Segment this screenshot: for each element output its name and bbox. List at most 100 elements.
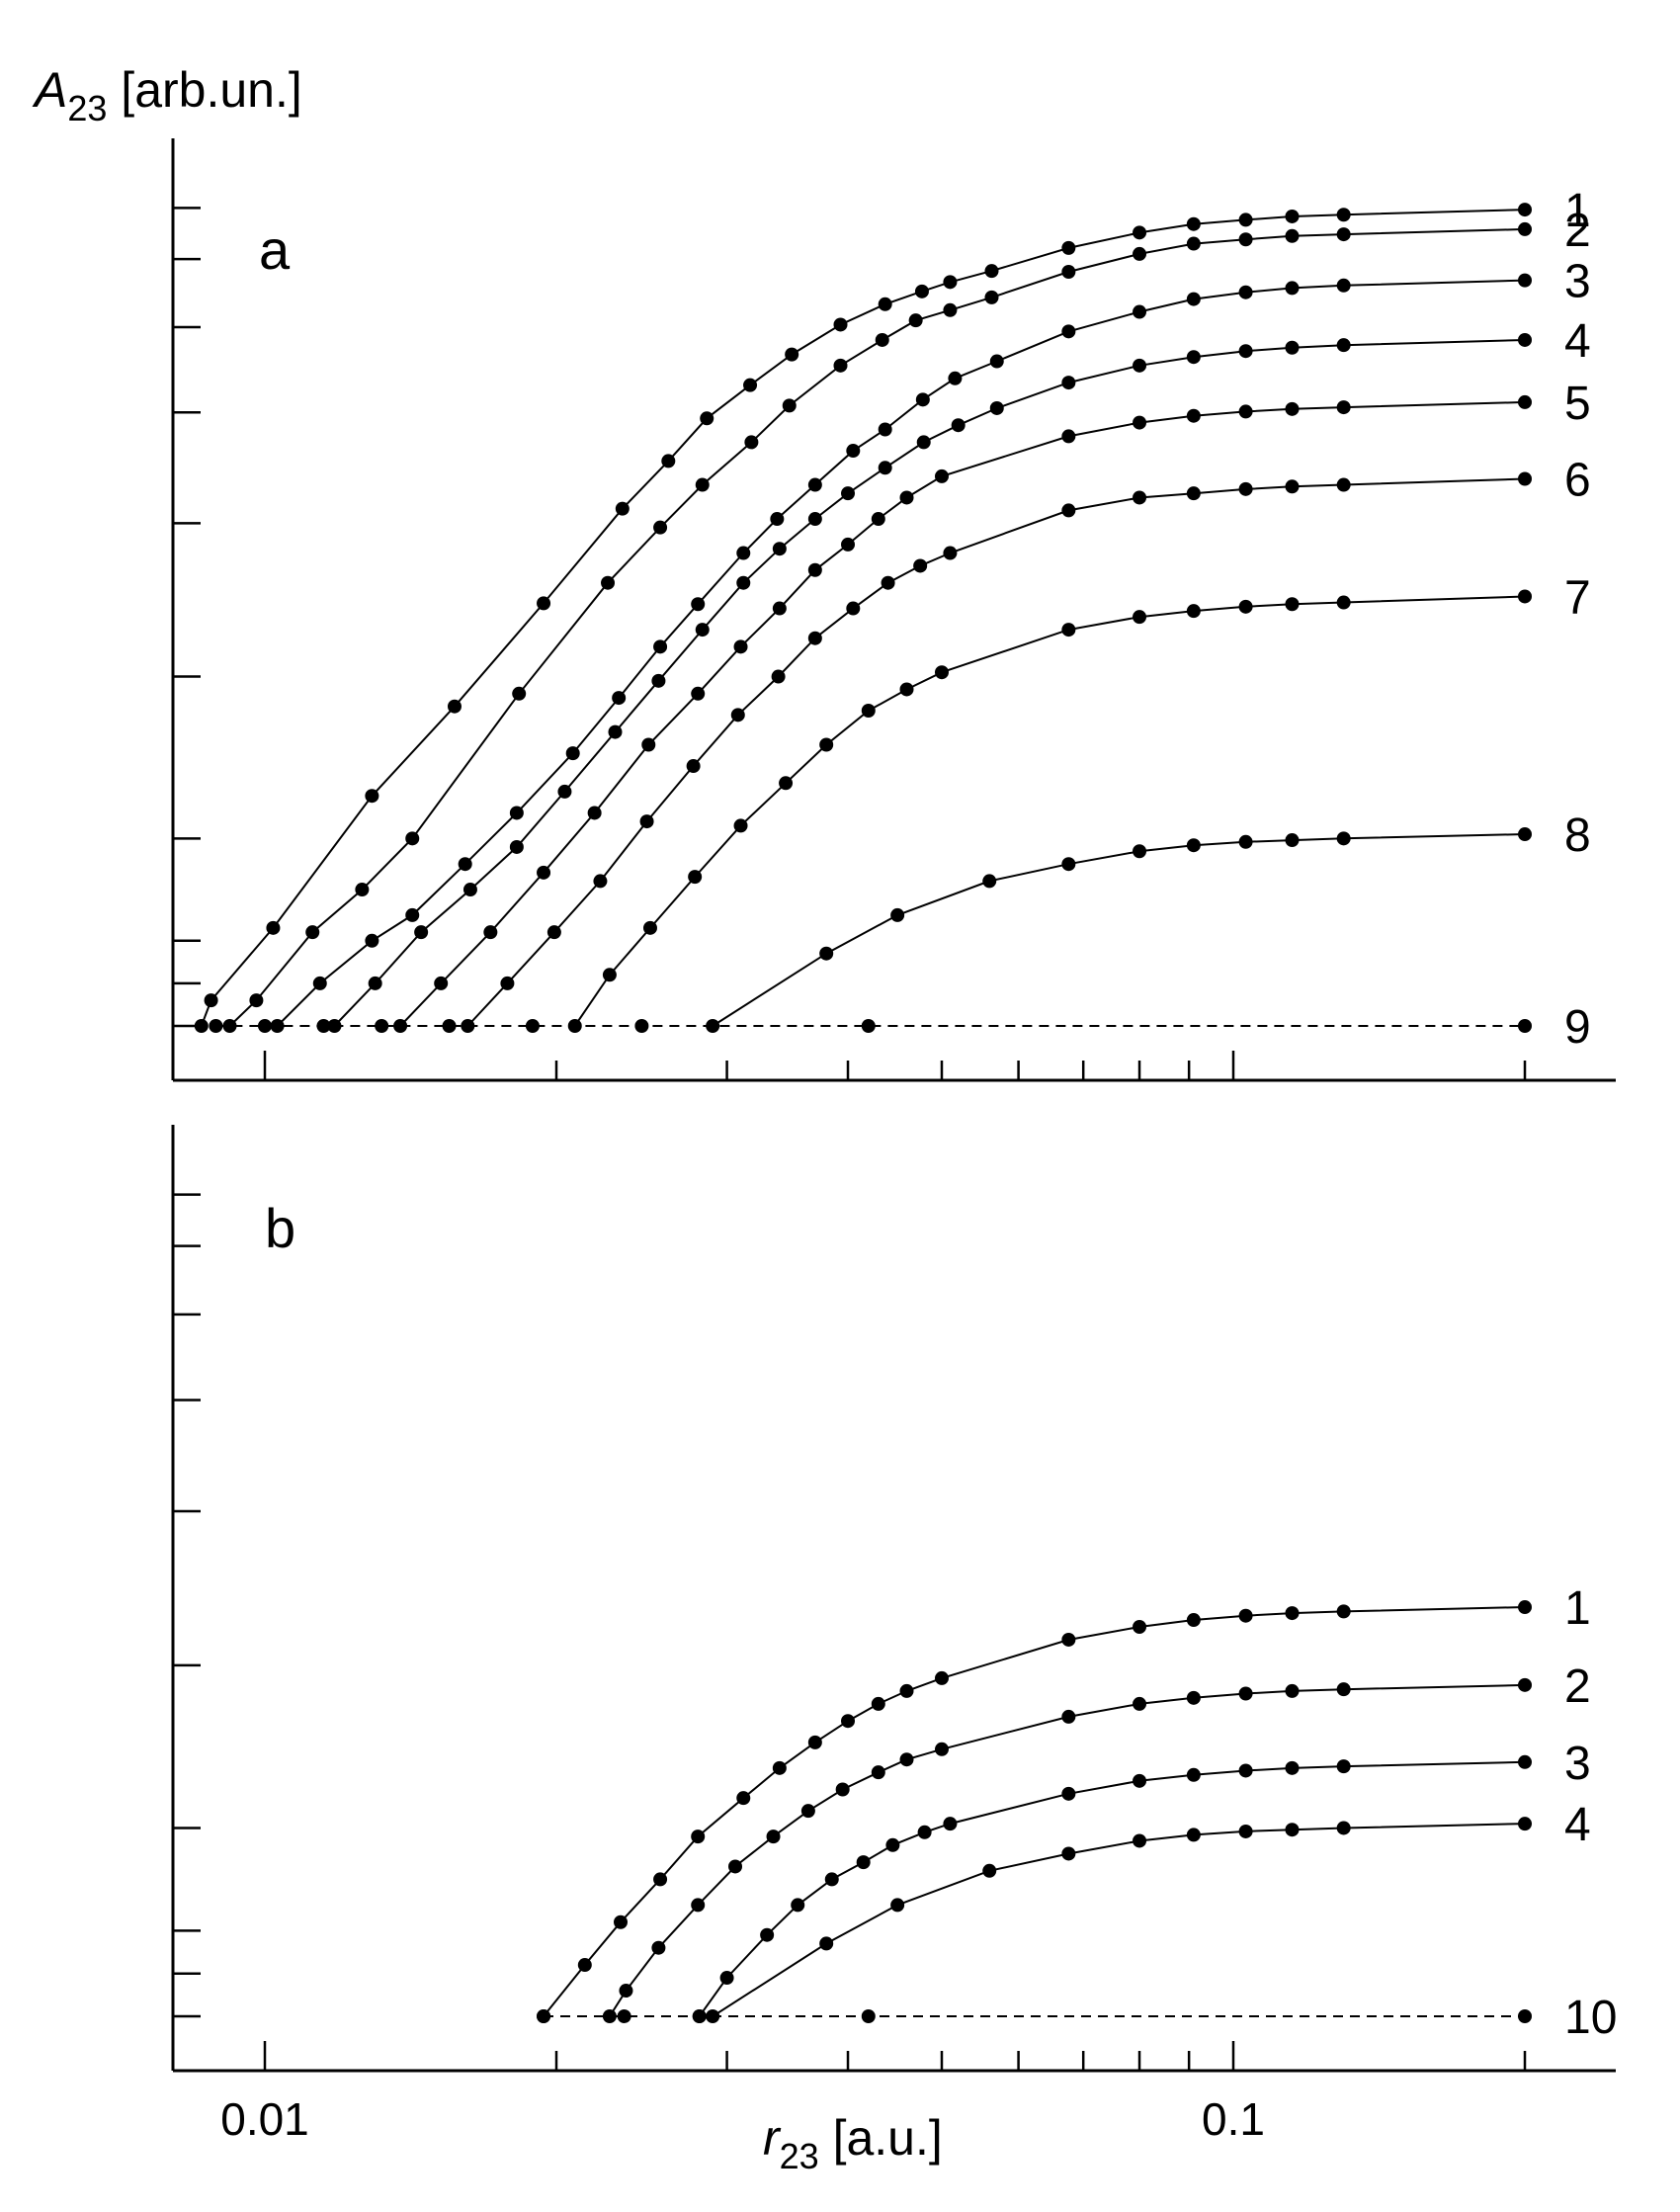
data-point <box>736 575 751 590</box>
data-point <box>841 1714 856 1729</box>
data-point <box>405 831 420 846</box>
data-point <box>1061 623 1076 638</box>
data-point <box>1518 471 1533 486</box>
data-point <box>982 1863 997 1878</box>
data-point <box>1186 408 1201 423</box>
data-point <box>908 313 923 328</box>
data-point <box>1518 1600 1533 1615</box>
data-point <box>861 1019 876 1033</box>
data-point <box>653 1872 668 1887</box>
data-point <box>641 737 656 752</box>
data-point <box>414 925 429 940</box>
data-point <box>312 976 327 990</box>
data-point <box>634 1019 649 1033</box>
data-point <box>442 1019 457 1033</box>
series-label: 6 <box>1564 455 1591 507</box>
data-point <box>405 907 420 922</box>
data-point <box>899 682 914 697</box>
x-tick-label: 0.01 <box>220 2093 309 2145</box>
series-label: 4 <box>1564 315 1591 368</box>
data-point <box>608 724 623 739</box>
series-line-2 <box>228 227 1526 1027</box>
series-label: 3 <box>1564 256 1591 308</box>
data-point <box>771 669 786 684</box>
data-point <box>1336 1759 1351 1774</box>
data-point <box>194 1019 209 1033</box>
data-point <box>772 601 787 616</box>
data-point <box>1061 1846 1076 1861</box>
data-point <box>1285 209 1300 223</box>
data-point <box>899 1752 914 1767</box>
data-point <box>1133 844 1147 859</box>
data-point <box>881 575 895 590</box>
data-point <box>1061 1709 1076 1724</box>
data-point <box>1238 404 1253 419</box>
data-point <box>1285 401 1300 416</box>
x-axis-label-symbol: r <box>763 2110 782 2166</box>
data-point <box>509 806 524 820</box>
data-point <box>447 699 462 714</box>
data-point <box>1186 216 1201 231</box>
data-point <box>691 1898 706 1913</box>
y-axis-label-symbol: A <box>32 62 67 118</box>
data-point <box>537 865 551 880</box>
data-point <box>913 558 928 573</box>
series-label: 1 <box>1564 1582 1591 1635</box>
series-label: 7 <box>1564 571 1591 624</box>
data-point <box>1518 1019 1533 1033</box>
series-line-4 <box>712 1823 1526 2017</box>
data-point <box>871 1696 885 1711</box>
data-point <box>1186 1613 1201 1628</box>
data-point <box>1186 292 1201 306</box>
data-point <box>1518 1677 1533 1692</box>
data-point <box>691 1829 706 1844</box>
data-point <box>779 776 794 791</box>
data-point <box>841 537 856 552</box>
data-point <box>772 1760 787 1775</box>
x-tick-label: 0.1 <box>1202 2093 1265 2145</box>
data-point <box>951 418 966 433</box>
data-point <box>1238 1763 1253 1778</box>
data-point <box>355 883 370 897</box>
series-label: 10 <box>1564 1992 1617 2044</box>
data-point <box>1238 1608 1253 1623</box>
data-point <box>537 2009 551 2023</box>
data-point <box>617 2009 631 2023</box>
data-point <box>1186 1690 1201 1705</box>
y-axis-label-unit: [arb.un.] <box>107 62 301 118</box>
data-point <box>1186 1767 1201 1782</box>
data-point <box>878 422 892 437</box>
panel-a: a 123 4 5 6 7 8 9 <box>171 138 1616 1082</box>
data-point <box>1238 1686 1253 1701</box>
data-point <box>1285 1606 1300 1621</box>
data-point <box>695 623 710 638</box>
series-label: 4 <box>1564 1799 1591 1851</box>
data-point <box>249 993 264 1008</box>
data-point <box>914 284 929 298</box>
data-point <box>878 297 892 311</box>
data-point <box>1133 1619 1147 1634</box>
data-point <box>1061 429 1076 444</box>
data-point <box>1061 265 1076 280</box>
x-axis-label-subscript: 23 <box>780 2136 819 2176</box>
data-point <box>593 874 608 889</box>
series-line-5 <box>399 400 1526 1027</box>
data-point <box>730 708 745 723</box>
data-point <box>1518 1754 1533 1769</box>
data-point <box>661 454 676 468</box>
series-line-1 <box>200 209 1526 1027</box>
data-point <box>1133 1773 1147 1788</box>
data-point <box>1186 236 1201 251</box>
data-point <box>368 976 382 990</box>
data-point <box>700 411 714 426</box>
data-point <box>807 477 822 492</box>
data-point <box>890 907 905 922</box>
data-point <box>1133 246 1147 261</box>
series-label: 1 <box>1564 185 1591 237</box>
data-point <box>1285 1823 1300 1837</box>
data-point <box>651 1940 666 1955</box>
data-point <box>557 784 572 799</box>
data-point <box>537 596 551 611</box>
data-point <box>316 1019 331 1033</box>
data-point <box>375 1019 389 1033</box>
